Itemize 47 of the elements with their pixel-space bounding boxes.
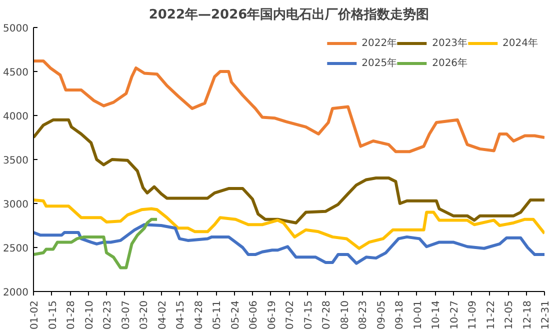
y-tick-label: 5000 [3, 24, 29, 34]
x-tick-label: 01-02 [30, 300, 40, 330]
y-tick-label: 4500 [3, 68, 29, 78]
x-tick-label: 11-22 [486, 300, 497, 330]
x-tick-label: 08-10 [340, 300, 351, 330]
x-tick-label: 04-02 [157, 300, 168, 330]
line-series [34, 198, 544, 250]
x-tick-label: 10-01 [412, 300, 424, 330]
x-tick-label: 01-28 [66, 300, 77, 330]
x-tick-label: 03-20 [139, 300, 150, 330]
x-tick-label: 07-28 [322, 300, 332, 330]
x-tick-label: 04-28 [194, 300, 205, 330]
line-series [34, 218, 159, 270]
x-tick-label: 07-15 [303, 300, 314, 330]
x-tick-label: 02-10 [84, 300, 96, 330]
x-tick-label: 08-23 [358, 300, 369, 330]
x-tick-label: 02-23 [102, 300, 114, 330]
x-tick-label: 09-18 [394, 300, 406, 330]
y-tick-label: 3000 [3, 200, 29, 210]
x-tick-label: 06-06 [248, 300, 260, 330]
x-tick-label: 05-24 [230, 300, 242, 330]
x-tick-label: 01-15 [48, 300, 59, 330]
x-tick-label: 03-07 [120, 300, 132, 330]
legend-label: 2022年 [362, 37, 398, 50]
x-tick-label: 09-05 [376, 300, 388, 330]
x-tick-label: 11-09 [468, 300, 478, 330]
x-tick-label: 12-31 [540, 300, 552, 330]
x-tick-label: 10-14 [431, 300, 442, 330]
legend-label: 2024年 [502, 37, 538, 50]
chart-title: 2022年—2026年国内电石出厂价格指数走势图 [148, 6, 430, 22]
y-tick-label: 4000 [3, 112, 29, 122]
line-series [34, 223, 544, 265]
y-tick-label: 2000 [3, 288, 29, 298]
x-tick-label: 10-27 [449, 300, 460, 330]
legend-label: 2025年 [362, 57, 398, 70]
y-tick-label: 3500 [3, 156, 29, 166]
x-tick-label: 12-05 [504, 300, 515, 330]
y-tick-label: 2500 [3, 244, 29, 254]
legend-label: 2026年 [432, 57, 468, 70]
line-series [34, 59, 544, 154]
x-tick-label: 06-19 [266, 300, 278, 330]
x-tick-label: 07-02 [285, 300, 296, 330]
x-tick-label: 12-18 [522, 300, 534, 330]
x-tick-label: 04-15 [176, 300, 186, 330]
legend-label: 2023年 [432, 37, 468, 50]
x-tick-label: 05-11 [212, 300, 223, 330]
line-series [34, 118, 544, 224]
